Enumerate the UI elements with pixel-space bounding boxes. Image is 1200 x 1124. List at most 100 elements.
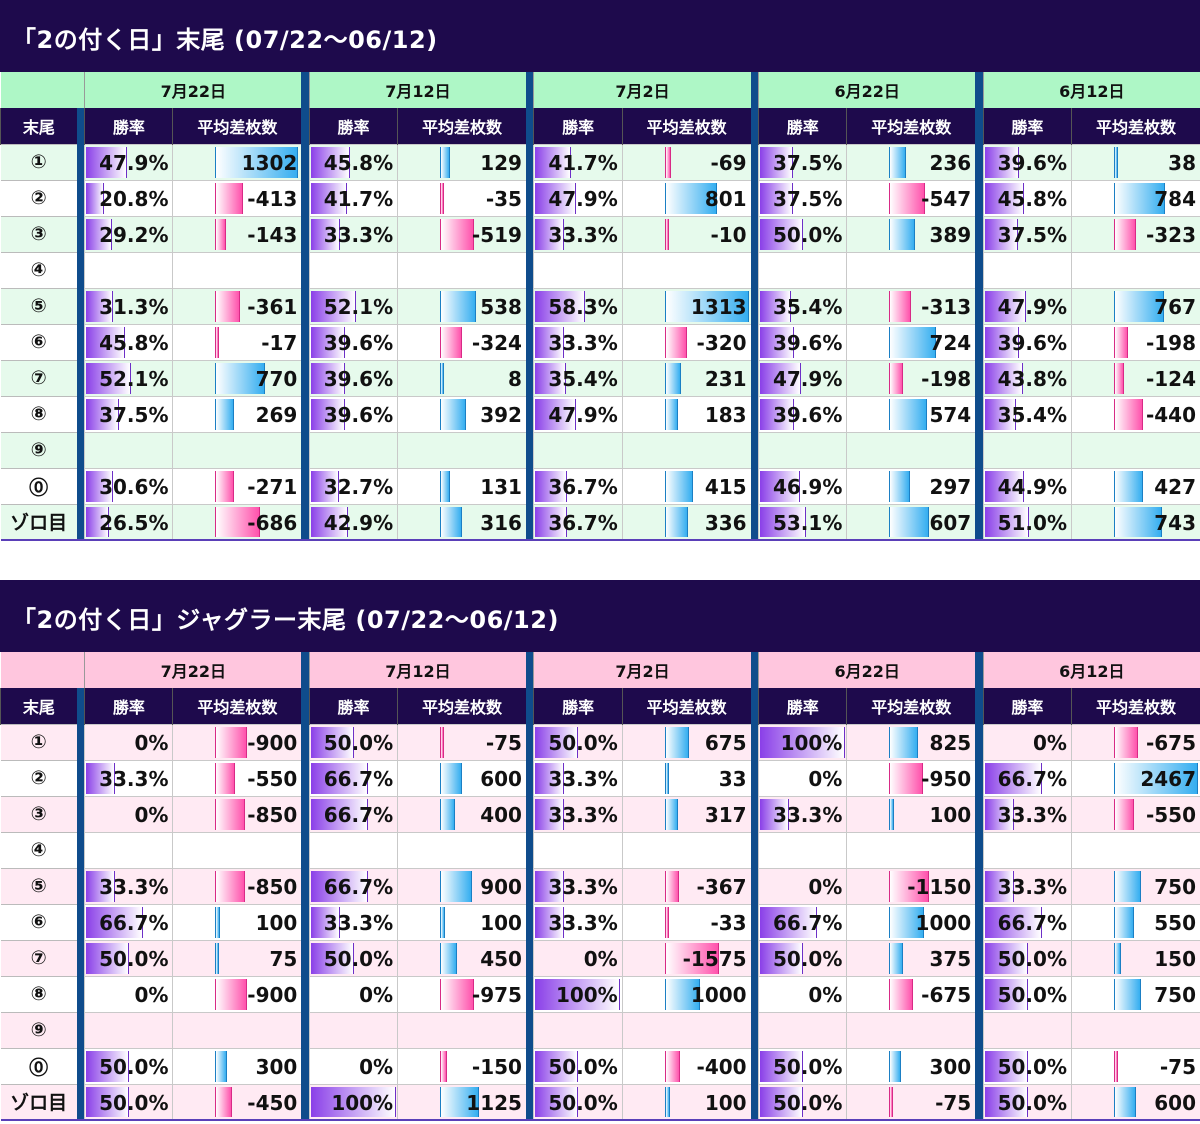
avg-diff-cell — [846, 251, 976, 288]
win-rate-cell: 33.3% — [533, 215, 623, 252]
win-rate-bar — [86, 326, 126, 358]
row-label: ゾロ目 — [0, 503, 77, 541]
positive-diff-bar — [440, 398, 467, 430]
avg-diff-value: 427 — [1154, 474, 1196, 499]
avg-diff-cell — [1070, 251, 1200, 288]
win-rate-value: 36.7% — [548, 474, 618, 499]
column-separator — [525, 252, 534, 288]
win-rate-bar — [535, 146, 572, 178]
win-rate-value: 47.9% — [997, 294, 1067, 319]
table-row: ⑥ 66.7% 100 33.3% 100 33.3% -33 66.7% 1000 66.7% 5… — [0, 903, 1200, 940]
column-separator — [750, 144, 759, 180]
column-separator — [750, 760, 759, 796]
win-rate-bar — [760, 506, 807, 537]
date-header: 7月22日 — [84, 72, 302, 108]
win-rate-cell: 66.7% — [982, 903, 1072, 940]
avg-diff-value: -850 — [247, 874, 298, 899]
column-separator — [525, 868, 534, 904]
avg-diff-value: -323 — [1145, 222, 1196, 247]
avg-diff-value: 75 — [269, 946, 298, 971]
negative-diff-bar — [1113, 798, 1134, 830]
win-rate-bar — [310, 362, 345, 394]
avg-diff-cell: 784 — [1070, 179, 1200, 216]
avg-diff-cell: 150 — [1070, 939, 1200, 976]
column-separator — [750, 688, 759, 724]
win-rate-bar — [86, 1050, 130, 1082]
column-separator — [301, 1012, 310, 1048]
avg-diff-value: 297 — [929, 474, 972, 499]
win-rate-value: 26.5% — [99, 510, 169, 535]
avg-diff-cell: 100 — [397, 903, 526, 940]
date-header: 7月2日 — [533, 72, 751, 108]
avg-diff-value: -450 — [247, 1090, 298, 1115]
row-label: ④ — [0, 251, 77, 288]
negative-diff-bar — [440, 182, 445, 214]
win-rate-value: 50.0% — [548, 1054, 618, 1079]
win-rate-cell: 0% — [533, 939, 623, 976]
win-rate-value: 45.8% — [997, 186, 1067, 211]
row-label: ⑧ — [0, 975, 77, 1012]
win-rate-bar — [760, 1086, 804, 1117]
win-rate-cell — [84, 431, 173, 468]
win-rate-value: 45.8% — [99, 330, 169, 355]
positive-diff-bar — [889, 470, 911, 502]
positive-diff-bar — [889, 326, 937, 358]
win-rate-bar — [535, 362, 567, 394]
win-rate-cell: 50.0% — [982, 1047, 1072, 1084]
win-rate-value: 33.3% — [548, 874, 618, 899]
positive-diff-bar — [664, 182, 717, 214]
win-rate-bar — [760, 398, 795, 430]
avg-diff-cell: -17 — [172, 323, 302, 360]
avg-diff-value: 767 — [1154, 294, 1196, 319]
avg-diff-cell: -675 — [1070, 723, 1200, 760]
column-separator — [76, 724, 85, 760]
avg-diff-value: -975 — [471, 982, 522, 1007]
date-header: 6月12日 — [982, 652, 1200, 688]
win-rate-value: 41.7% — [548, 150, 618, 175]
win-rate-cell: 50.0% — [982, 1083, 1072, 1121]
win-rate-cell — [84, 1011, 173, 1048]
avg-diff-cell: -75 — [846, 1083, 976, 1121]
positive-diff-bar — [1113, 290, 1164, 322]
column-separator — [301, 504, 310, 541]
positive-diff-bar — [440, 470, 451, 502]
avg-diff-value: -519 — [471, 222, 522, 247]
table-row: ④ — [0, 831, 1200, 868]
win-rate-cell — [533, 251, 623, 288]
avg-diff-cell — [172, 831, 302, 868]
avg-diff-cell: -850 — [172, 867, 302, 904]
avg-diff-value: -400 — [696, 1054, 747, 1079]
win-rate-bar — [760, 942, 804, 974]
win-rate-bar — [310, 942, 354, 974]
avg-diff-cell: 607 — [846, 503, 976, 541]
negative-diff-bar — [1113, 726, 1138, 758]
avg-diff-value: -367 — [696, 874, 747, 899]
avg-diff-value: 538 — [480, 294, 522, 319]
avg-diff-cell: 100 — [846, 795, 976, 832]
win-rate-bar — [984, 978, 1028, 1010]
win-rate-bar — [310, 870, 368, 902]
avg-diff-value: 415 — [704, 474, 747, 499]
column-separator — [525, 1012, 534, 1048]
win-rate-cell: 33.3% — [84, 759, 173, 796]
data-table: 7月22日 7月12日 7月2日 6月22日 6月12日 末尾 勝率 平均差枚数 勝率 平均差枚数… — [0, 652, 1200, 1121]
win-rate-bar — [310, 726, 354, 758]
negative-diff-bar — [889, 870, 930, 902]
column-separator — [76, 72, 85, 108]
win-rate-value: 33.3% — [548, 766, 618, 791]
win-rate-bar — [310, 218, 340, 250]
win-rate-value: 50.0% — [772, 1054, 843, 1079]
positive-diff-bar — [1113, 906, 1134, 938]
avg-diff-value: 750 — [1154, 874, 1196, 899]
negative-diff-bar — [664, 906, 669, 938]
win-rate-cell: 35.4% — [533, 359, 623, 396]
win-rate-cell: 44.9% — [982, 467, 1072, 504]
avg-diff-cell: 317 — [621, 795, 751, 832]
avg-diff-value: 1000 — [690, 982, 747, 1007]
win-rate-bar — [535, 798, 565, 830]
row-label: ⑤ — [0, 287, 77, 324]
column-separator — [76, 868, 85, 904]
avg-diff-cell — [621, 831, 751, 868]
win-rate-cell: 47.9% — [758, 359, 847, 396]
column-label-win-rate: 勝率 — [758, 688, 847, 724]
